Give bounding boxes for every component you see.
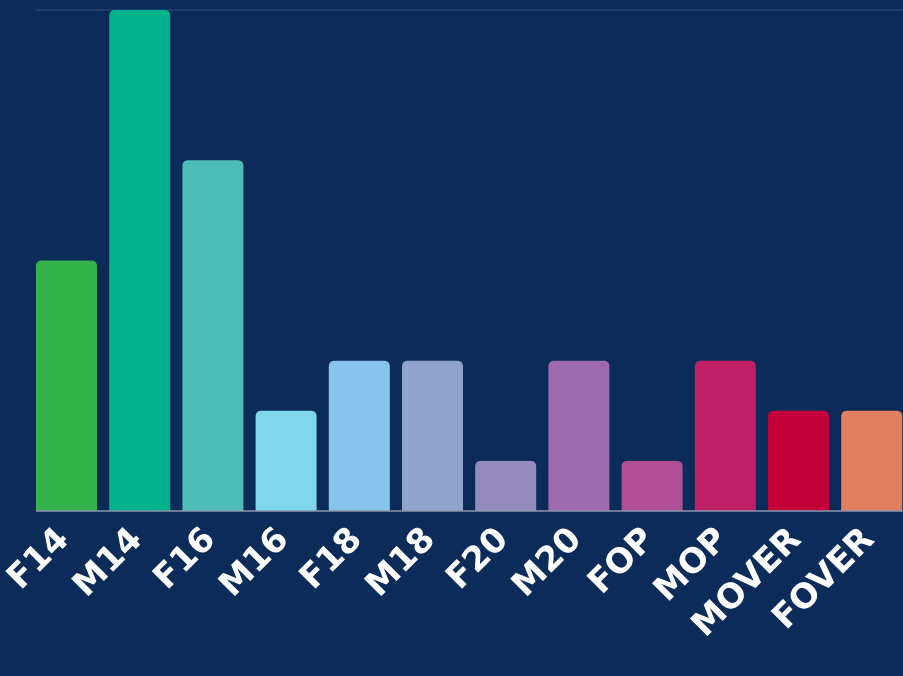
bar-f16: [182, 160, 244, 512]
bar-m20: [548, 360, 610, 511]
bar-m14: [109, 10, 171, 511]
bar-mover: [768, 410, 829, 511]
bars-group: [36, 10, 903, 512]
x-tick-label-fop: FOP: [580, 519, 663, 602]
bar-f20: [475, 460, 537, 511]
x-tick-label-m20: M20: [504, 519, 590, 605]
x-tick-label-f20: F20: [438, 519, 516, 597]
x-tick-label-m14: M14: [64, 519, 150, 605]
x-tick-label-m16: M16: [211, 519, 297, 605]
bar-f18: [328, 360, 390, 511]
x-tick-label-f18: F18: [291, 519, 369, 597]
bar-mop: [694, 360, 756, 511]
bar-fop: [621, 460, 683, 511]
x-tick-label-f16: F16: [145, 519, 223, 597]
x-tick-label-m18: M18: [357, 519, 443, 605]
bar-m16: [255, 410, 317, 511]
x-tick-label-f14: F14: [0, 519, 77, 597]
bar-f14: [36, 260, 97, 511]
bar-m18: [402, 360, 463, 511]
bar-fover: [841, 410, 903, 511]
